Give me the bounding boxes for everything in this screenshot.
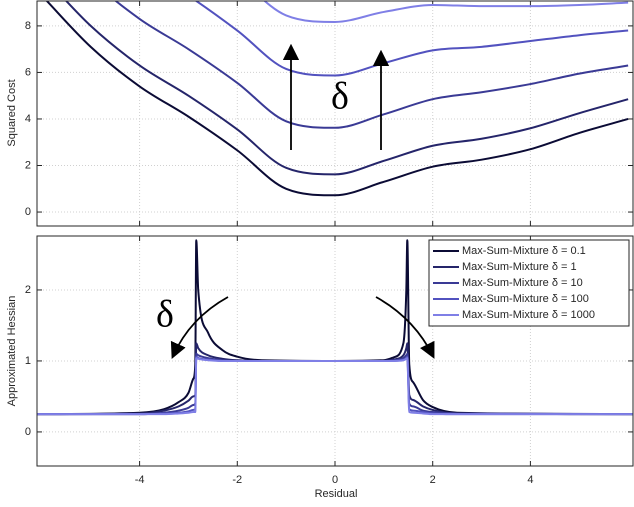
y-axis-label: Approximated Hessian — [6, 296, 18, 407]
x-tick-label: 0 — [332, 474, 338, 486]
series-line — [194, 1, 629, 77]
series-line — [263, 1, 629, 23]
x-tick-label: -2 — [232, 474, 242, 486]
top-plot: 0 2 4 6 8 — [25, 0, 634, 227]
bottom-plot: -4 -2 0 2 4 0 1 2 Max-Sum-Mixture δ = 0.1 Max-Sum… — [25, 235, 634, 486]
legend-label: Max-Sum-Mixture δ = 10 — [462, 277, 583, 289]
legend-label: Max-Sum-Mixture δ = 1 — [462, 261, 577, 273]
y-tick-label: 2 — [25, 159, 31, 171]
x-tick-label: -4 — [135, 474, 145, 486]
y-tick-label: 0 — [25, 426, 31, 438]
legend-label: Max-Sum-Mixture δ = 100 — [462, 293, 589, 305]
series-line — [37, 357, 633, 416]
legend-box — [428, 239, 630, 327]
annotation: δ — [331, 76, 349, 118]
y-tick-label: 0 — [25, 206, 31, 218]
y-tick-label: 8 — [25, 20, 31, 32]
series-line — [114, 1, 629, 129]
x-tick-label: 4 — [527, 474, 533, 486]
plot-frame — [36, 235, 634, 467]
series-line — [45, 1, 629, 197]
y-axis-label: Squared Cost — [6, 79, 18, 146]
legend-label: Max-Sum-Mixture δ = 1000 — [462, 309, 595, 321]
series-line — [64, 1, 629, 176]
y-tick-label: 4 — [25, 113, 31, 125]
y-tick-label: 6 — [25, 66, 31, 78]
plot-frame — [36, 0, 634, 227]
x-axis-label: Residual — [315, 488, 358, 500]
x-tick-label: 2 — [430, 474, 436, 486]
annotation: δ — [156, 294, 174, 336]
legend-label: Max-Sum-Mixture δ = 0.1 — [462, 245, 586, 257]
y-tick-label: 1 — [25, 355, 31, 367]
arrow — [375, 296, 435, 359]
y-tick-label: 2 — [25, 284, 31, 296]
arrow — [170, 296, 229, 359]
